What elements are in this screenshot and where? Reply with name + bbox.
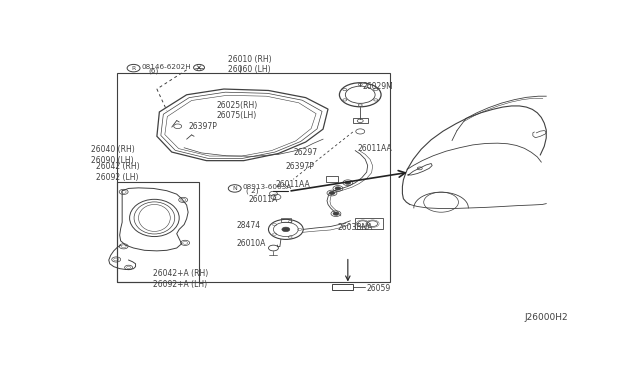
Text: 26040 (RH)
26090 (LH): 26040 (RH) 26090 (LH)	[91, 145, 134, 165]
Text: 26042 (RH)
26092 (LH): 26042 (RH) 26092 (LH)	[96, 163, 140, 182]
Text: R: R	[131, 65, 136, 71]
Text: 26010 (RH)
26060 (LH): 26010 (RH) 26060 (LH)	[228, 55, 271, 74]
Text: 26010A: 26010A	[236, 239, 266, 248]
Text: 26011A: 26011A	[249, 195, 278, 204]
Circle shape	[329, 191, 335, 195]
Bar	[353, 118, 367, 124]
Text: N: N	[232, 186, 237, 191]
Circle shape	[282, 227, 290, 232]
Text: 26025(RH)
26075(LH): 26025(RH) 26075(LH)	[216, 101, 258, 120]
Text: 26397P: 26397P	[188, 122, 217, 131]
Circle shape	[333, 212, 339, 215]
Bar	[326, 176, 338, 182]
Text: 26029M: 26029M	[363, 82, 394, 91]
Text: 2603BNA: 2603BNA	[338, 224, 373, 232]
Bar	[117, 182, 199, 282]
Text: ( 2): ( 2)	[246, 187, 259, 194]
Bar	[355, 218, 383, 230]
Text: 08913-6063A: 08913-6063A	[242, 184, 291, 190]
Text: 26042+A (RH)
26092+A (LH): 26042+A (RH) 26092+A (LH)	[154, 269, 209, 289]
Text: 26011AA: 26011AA	[276, 180, 310, 189]
Circle shape	[335, 187, 341, 190]
Text: (6): (6)	[148, 67, 159, 74]
Text: 26059: 26059	[367, 284, 391, 293]
Text: 26397P: 26397P	[286, 162, 315, 171]
Text: 26011AA: 26011AA	[358, 144, 392, 153]
Bar	[281, 218, 291, 222]
Text: J26000H2: J26000H2	[525, 314, 568, 323]
Circle shape	[345, 181, 351, 185]
Text: 28474: 28474	[236, 221, 260, 230]
Bar	[117, 73, 390, 282]
Text: 26297: 26297	[293, 148, 317, 157]
Text: 08146-6202H: 08146-6202H	[141, 64, 191, 70]
Bar	[332, 284, 353, 291]
